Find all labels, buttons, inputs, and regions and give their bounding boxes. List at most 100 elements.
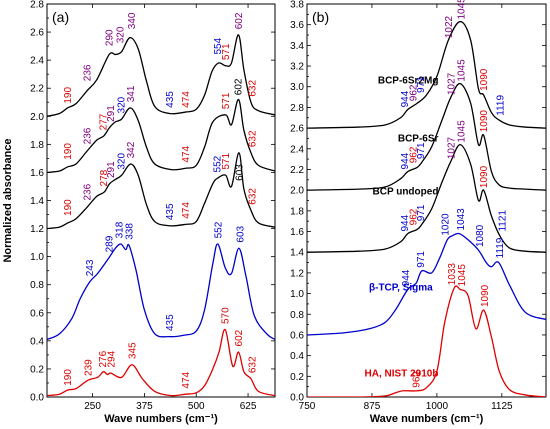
curves — [47, 34, 275, 397]
series-line-bcp-6sr — [307, 82, 546, 191]
peak-label: 320 — [116, 96, 127, 113]
series-line--tcp-sigma — [307, 232, 546, 336]
series-line-2 — [47, 152, 275, 230]
peak-label: 190 — [63, 369, 74, 386]
y-tick-label: 2.6 — [30, 28, 44, 39]
y-tick-label: 0.6 — [290, 330, 304, 341]
y-tick-label: 2.4 — [290, 144, 304, 155]
peak-label: 571 — [221, 92, 232, 109]
peak-label: 474 — [181, 91, 192, 108]
peak-label: 552 — [212, 155, 223, 172]
y-tick-label: 1.0 — [30, 252, 44, 263]
peak-label: 632 — [247, 80, 258, 97]
peak-label: 1119 — [495, 94, 506, 115]
y-tick-label: 2.2 — [290, 165, 304, 176]
series-line-bcp-6sr2mg — [307, 20, 546, 129]
peak-label: 944 — [401, 269, 412, 286]
peak-label: 243 — [85, 259, 96, 276]
peak-label: 570 — [221, 307, 232, 324]
peak-label: 554 — [213, 37, 224, 54]
peak-label: 603 — [234, 164, 245, 181]
y-tick-label: 2.4 — [30, 56, 44, 67]
peak-label: 320 — [115, 26, 126, 43]
x-tick-label: 375 — [136, 401, 153, 412]
y-tick-label: 0.0 — [290, 393, 304, 404]
y-tick-label: 2.8 — [30, 0, 44, 11]
series-label: HA, NIST 2910b — [365, 368, 439, 379]
peak-label: 962 — [408, 208, 419, 225]
peak-label: 474 — [181, 371, 192, 388]
peak-label: 1090 — [480, 284, 491, 307]
y-tick-label: 2.0 — [30, 112, 44, 123]
x-tick-label: 1125 — [491, 401, 513, 412]
y-tick-label: 2.8 — [290, 103, 304, 114]
peak-label: 294 — [106, 350, 117, 367]
peak-label: 1090 — [479, 110, 490, 133]
y-tick-label: 0.2 — [290, 372, 304, 383]
y-tick-label: 2.6 — [290, 124, 304, 135]
peak-label: 1045 — [456, 120, 467, 143]
peak-label: 342 — [126, 141, 137, 158]
peak-label: 962 — [408, 146, 419, 163]
x-tick-label: 250 — [84, 401, 101, 412]
x-tick-label: 750 — [299, 401, 316, 412]
x-tick-label: 875 — [364, 401, 381, 412]
y-tick-label: 0.4 — [290, 351, 304, 362]
peak-label: 1119 — [495, 237, 506, 258]
peak-label: 277 — [98, 113, 109, 130]
series-label: β-TCP, Sigma — [369, 282, 433, 293]
x-axis-title: Wave numbers (cm⁻¹) — [104, 413, 218, 425]
peak-label: 239 — [84, 359, 95, 376]
peak-label: 291 — [106, 161, 117, 178]
panel-label: (a) — [52, 9, 69, 25]
peak-label: 435 — [165, 203, 176, 220]
y-axis-title: Normalized absorbance — [2, 138, 14, 262]
peak-label: 1045 — [457, 264, 468, 287]
y-tick-label: 2.0 — [290, 186, 304, 197]
peak-label: 435 — [165, 314, 176, 331]
peak-label: 1043 — [456, 208, 467, 231]
peak-label: 1027 — [446, 72, 457, 95]
panel-a: 0.0 0.2 0.4 0.6 0.8 1.0 1.2 1.4 1.6 1.8 2.0 2.2 2.4 2… — [2, 0, 276, 425]
peak-label: 1121 — [497, 210, 508, 232]
series-label: BCP-6Sr — [398, 134, 439, 145]
peak-label: 318 — [115, 221, 126, 238]
peak-label: 1090 — [479, 165, 490, 188]
series-line-3 — [47, 243, 275, 341]
curves — [307, 20, 546, 397]
series-line-4 — [47, 328, 275, 397]
y-tick-label: 3.8 — [290, 0, 304, 11]
peak-label: 632 — [247, 130, 258, 147]
peak-label: 289 — [104, 235, 115, 252]
peak-label: 291 — [106, 105, 117, 122]
y-tick-label: 0.4 — [30, 336, 44, 347]
peak-label: 962 — [412, 371, 423, 388]
peak-label: 338 — [125, 223, 136, 240]
y-tick-label: 1.0 — [290, 289, 304, 300]
series-line-ha-nist-2910b — [307, 285, 546, 397]
x-tick-label: 500 — [188, 401, 205, 412]
peak-label: 1022 — [444, 15, 455, 38]
panel-label: (b) — [312, 9, 329, 25]
y-tick-label: 0.0 — [30, 393, 44, 404]
peak-label: 944 — [400, 90, 411, 107]
peak-label: 340 — [127, 12, 138, 29]
peak-label: 236 — [82, 127, 93, 144]
y-tick-label: 3.4 — [290, 41, 304, 52]
peak-label: 474 — [181, 202, 192, 219]
series-line-0 — [47, 34, 275, 117]
peak-label: 236 — [82, 64, 93, 81]
peak-label: 632 — [247, 188, 258, 205]
series-line-bcp-undoped — [307, 144, 546, 253]
x-tick-label: 625 — [240, 401, 257, 412]
peak-label: 962 — [408, 84, 419, 101]
y-tick-label: 1.8 — [30, 140, 44, 151]
plot-frame — [306, 3, 547, 398]
peak-label: 944 — [400, 214, 411, 231]
x-tick-label: 1000 — [426, 401, 449, 412]
peak-label: 944 — [400, 152, 411, 169]
peak-label: 1045 — [456, 0, 467, 20]
peak-label: 571 — [221, 43, 232, 60]
peak-label: 602 — [234, 78, 245, 95]
